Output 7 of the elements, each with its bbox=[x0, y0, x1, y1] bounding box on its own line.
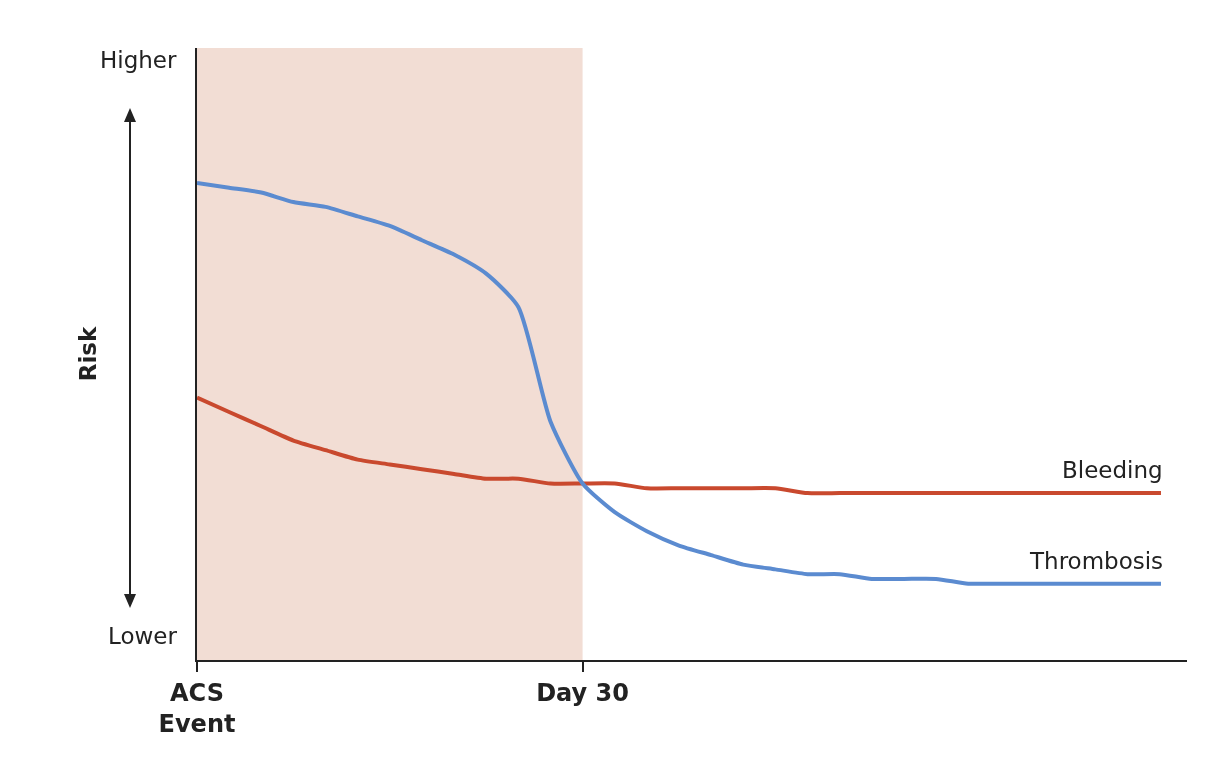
x-tick-label: ACS Event bbox=[158, 678, 236, 738]
y-axis-title: Risk bbox=[75, 325, 102, 382]
text: Lower bbox=[108, 623, 178, 649]
text: Higher bbox=[100, 47, 178, 73]
series-label: Bleeding bbox=[1062, 457, 1163, 483]
series-label: Thrombosis bbox=[1029, 548, 1164, 574]
x-tick-label: Day 30 bbox=[536, 678, 629, 707]
